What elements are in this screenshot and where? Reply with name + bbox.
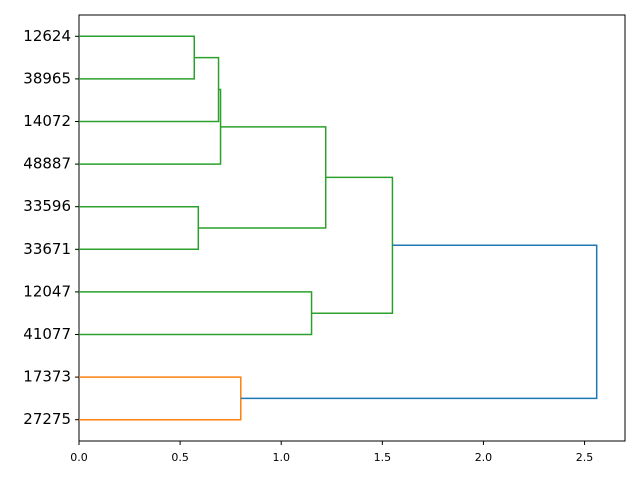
x-tick-label: 1.5: [374, 451, 392, 464]
dendrogram-link: [79, 35, 196, 80]
x-tick-label: 2.0: [475, 451, 493, 464]
leaf-label: 27275: [23, 410, 71, 428]
plot-frame: [78, 14, 626, 442]
dendrogram-link: [79, 291, 313, 336]
dendrogram-link: [311, 176, 394, 314]
dendrogram-link: [79, 56, 220, 123]
dendrogram-link: [79, 88, 222, 165]
leaf-label: 48887: [23, 155, 71, 173]
x-tick-label: 0.5: [171, 451, 189, 464]
dendrogram-link: [79, 376, 242, 421]
leaf-label: 12047: [23, 282, 71, 300]
leaf-label: 33596: [23, 197, 71, 215]
leaf-label: 38965: [23, 69, 71, 87]
dendrogram-link: [198, 126, 327, 229]
leaf-label: 41077: [23, 325, 71, 343]
leaf-label: 12624: [23, 27, 71, 45]
dendrogram-link: [240, 244, 598, 400]
dendrogram-link: [79, 205, 200, 251]
x-tick-label: 2.5: [576, 451, 594, 464]
x-tick-label: 0.0: [70, 451, 88, 464]
leaf-label: 14072: [23, 112, 71, 130]
leaf-label: 33671: [23, 240, 71, 258]
leaf-label: 17373: [23, 368, 71, 386]
x-tick-label: 1.0: [272, 451, 290, 464]
